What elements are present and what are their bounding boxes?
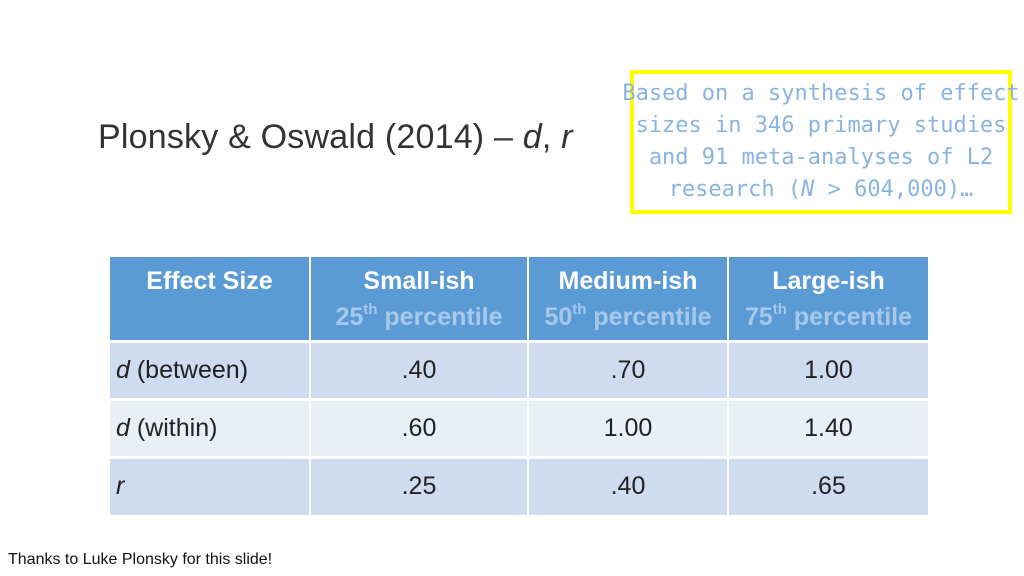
callout-line-4: research (N > 604,000)… [622, 174, 1019, 206]
row-label: d (between) [110, 339, 311, 399]
row-rest: (within) [129, 413, 218, 442]
header-medium: Medium-ish 50th percentile [528, 257, 729, 341]
row-label: r [110, 455, 311, 515]
cell-small: .25 [310, 455, 529, 515]
callout-line-2: sizes in 346 primary studies [635, 113, 1007, 138]
title-d: d [522, 118, 542, 156]
effect-size-table: Effect Size Small-ish 25th percentile Me… [110, 257, 928, 515]
table-row: r .25 .40 .65 [110, 455, 928, 515]
header-medium-percentile: 50th percentile [530, 299, 726, 335]
table-row: d (within) .60 1.00 1.40 [110, 397, 928, 457]
row-symbol: d [116, 413, 130, 442]
cell-medium: 1.00 [528, 397, 729, 457]
cell-small: .60 [310, 397, 529, 457]
header-small-percentile: 25th percentile [312, 299, 526, 335]
header-effect-size: Effect Size [110, 257, 311, 341]
callout-n: N [801, 177, 815, 202]
cell-small: .40 [310, 339, 529, 399]
header-small-label: Small-ish [363, 267, 475, 295]
row-symbol: r [116, 472, 125, 501]
header-small-sup: th [363, 300, 378, 318]
header-large-percentile: 75th percentile [730, 299, 927, 335]
row-label: d (within) [110, 397, 311, 457]
header-large-num: 75 [744, 303, 773, 331]
cell-large: 1.40 [728, 397, 928, 457]
callout-text: Based on a synthesis of effect sizes in … [622, 78, 1019, 206]
table-header-row: Effect Size Small-ish 25th percentile Me… [110, 257, 928, 341]
header-large-sup: th [772, 300, 787, 318]
header-medium-label: Medium-ish [558, 267, 698, 295]
cell-large: 1.00 [728, 339, 928, 399]
header-effect-size-label: Effect Size [146, 267, 273, 295]
header-small: Small-ish 25th percentile [310, 257, 529, 341]
cell-medium: .40 [528, 455, 729, 515]
callout-box: Based on a synthesis of effect sizes in … [622, 70, 1020, 214]
title-main: Plonsky & Oswald (2014) – [98, 118, 523, 156]
cell-large: .65 [728, 455, 928, 515]
header-medium-num: 50 [544, 303, 573, 331]
callout-line-3: and 91 meta-analyses of L2 [648, 145, 994, 170]
title-sep: , [541, 118, 562, 156]
header-small-word: percentile [377, 303, 503, 331]
row-symbol: d [116, 355, 130, 384]
header-small-num: 25 [335, 303, 364, 331]
callout-line-4-post: > 604,000)… [814, 177, 974, 202]
header-large-label: Large-ish [772, 267, 885, 295]
table-row: d (between) .40 .70 1.00 [110, 339, 928, 399]
title-r: r [561, 118, 573, 156]
slide-title: Plonsky & Oswald (2014) – d, r [98, 118, 573, 157]
header-medium-sup: th [572, 300, 587, 318]
row-rest: (between) [129, 355, 249, 384]
callout-line-4-pre: research ( [668, 177, 802, 202]
header-medium-word: percentile [586, 303, 712, 331]
footer-credit: Thanks to Luke Plonsky for this slide! [8, 551, 273, 568]
header-large: Large-ish 75th percentile [728, 257, 928, 341]
cell-medium: .70 [528, 339, 729, 399]
header-large-word: percentile [786, 303, 913, 331]
callout-line-1: Based on a synthesis of effect [622, 81, 1020, 106]
